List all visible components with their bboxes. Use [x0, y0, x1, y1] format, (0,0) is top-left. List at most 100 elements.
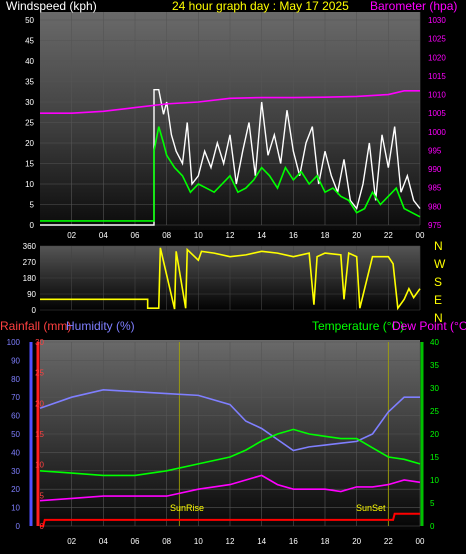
wind-y-tick-label: 45 — [25, 37, 34, 46]
humidity-y-tick-label: 20 — [11, 485, 20, 494]
temperature-title: Temperature (°C) — [312, 319, 404, 333]
rainfall-y-tick-label: 20 — [35, 399, 44, 408]
temp-x-tick-label: 04 — [99, 537, 108, 546]
temp-x-tick-label: 16 — [289, 537, 298, 546]
rainfall-title: Rainfall (mm) — [0, 319, 71, 333]
direction-y-tick-label: 0 — [32, 306, 37, 315]
wind-x-tick-label: 22 — [384, 231, 393, 240]
barometer-y-tick-label: 1025 — [428, 35, 446, 44]
compass-n-bottom: N — [434, 311, 443, 325]
wind-x-tick-label: 12 — [226, 231, 235, 240]
barometer-y-tick-label: 990 — [428, 165, 442, 174]
wind-x-tick-label: 06 — [131, 231, 140, 240]
graph-date-title: 24 hour graph day : May 17 2025 — [172, 0, 349, 13]
windspeed-title: Windspeed (kph) — [6, 0, 97, 13]
rainfall-y-tick-label: 30 — [35, 338, 44, 347]
barometer-y-tick-label: 1020 — [428, 53, 446, 62]
compass-w: W — [434, 257, 446, 271]
rainfall-y-tick-label: 15 — [35, 430, 44, 439]
barometer-y-tick-label: 1015 — [428, 72, 446, 81]
direction-y-tick-label: 180 — [23, 274, 37, 283]
barometer-y-tick-label: 1030 — [428, 16, 446, 25]
temp-x-tick-label: 10 — [194, 537, 203, 546]
wind-x-tick-label: 00 — [416, 231, 425, 240]
compass-e: E — [434, 293, 442, 307]
temperature-y-tick-label: 35 — [430, 361, 439, 370]
humidity-y-tick-label: 30 — [11, 467, 20, 476]
rainfall-y-tick-label: 25 — [35, 369, 44, 378]
dewpoint-title: Dew Point (°C) — [392, 319, 466, 333]
direction-y-tick-label: 270 — [23, 258, 37, 267]
wind-x-tick-label: 10 — [194, 231, 203, 240]
temp-series-3 — [40, 512, 420, 527]
temp-series-2 — [39, 474, 421, 502]
temperature-y-tick-label: 40 — [430, 338, 439, 347]
barometer-title: Barometer (hpa) — [370, 0, 457, 13]
temp-x-tick-label: 14 — [257, 537, 266, 546]
temp-x-tick-label: 20 — [352, 537, 361, 546]
wind-x-tick-label: 04 — [99, 231, 108, 240]
temp-x-tick-label: 08 — [162, 537, 171, 546]
wind-y-tick-label: 25 — [25, 119, 34, 128]
wind-y-tick-label: 0 — [30, 221, 35, 230]
humidity-title: Humidity (%) — [66, 319, 135, 333]
barometer-y-tick-label: 995 — [428, 146, 442, 155]
rainfall-y-tick-label: 0 — [40, 522, 45, 531]
wind-y-tick-label: 40 — [25, 57, 34, 66]
temperature-y-tick-label: 20 — [430, 430, 439, 439]
wind-x-tick-label: 02 — [67, 231, 76, 240]
humidity-y-tick-label: 90 — [11, 356, 20, 365]
temp-x-tick-label: 00 — [416, 537, 425, 546]
humidity-y-tick-label: 40 — [11, 448, 20, 457]
humidity-y-tick-label: 50 — [11, 430, 20, 439]
barometer-y-tick-label: 985 — [428, 184, 442, 193]
wind-y-tick-label: 20 — [25, 139, 34, 148]
compass-s: S — [434, 275, 442, 289]
sunrise-label: SunRise — [170, 503, 204, 513]
temp-x-tick-label: 18 — [321, 537, 330, 546]
wind-y-tick-label: 10 — [25, 180, 34, 189]
wind-y-tick-label: 35 — [25, 78, 34, 87]
temperature-y-tick-label: 30 — [430, 384, 439, 393]
humidity-y-tick-label: 0 — [16, 522, 21, 531]
wind-series-2 — [40, 90, 420, 114]
temperature-y-tick-label: 10 — [430, 476, 439, 485]
wind-y-tick-label: 15 — [25, 160, 34, 169]
sunset-label: SunSet — [356, 503, 386, 513]
humidity-y-tick-label: 60 — [11, 412, 20, 421]
barometer-y-tick-label: 1010 — [428, 91, 446, 100]
temperature-y-tick-label: 5 — [430, 499, 435, 508]
wind-y-tick-label: 5 — [30, 201, 35, 210]
humidity-y-tick-label: 100 — [7, 338, 21, 347]
direction-series — [40, 247, 421, 311]
temperature-y-tick-label: 0 — [430, 522, 435, 531]
compass-n-top: N — [434, 239, 443, 253]
wind-y-tick-label: 50 — [25, 16, 34, 25]
barometer-y-tick-label: 975 — [428, 221, 442, 230]
barometer-y-tick-label: 1005 — [428, 109, 446, 118]
direction-y-tick-label: 90 — [27, 290, 36, 299]
rainfall-y-tick-label: 5 — [40, 491, 45, 500]
humidity-y-tick-label: 10 — [11, 504, 20, 513]
barometer-y-tick-label: 980 — [428, 202, 442, 211]
direction-y-tick-label: 360 — [23, 242, 37, 251]
rainfall-y-tick-label: 10 — [35, 461, 44, 470]
barometer-y-tick-label: 1000 — [428, 128, 446, 137]
wind-series-0 — [40, 88, 421, 226]
temp-x-tick-label: 12 — [226, 537, 235, 546]
humidity-y-tick-label: 70 — [11, 393, 20, 402]
wind-x-tick-label: 20 — [352, 231, 361, 240]
wind-x-tick-label: 18 — [321, 231, 330, 240]
temp-series-1 — [39, 428, 421, 477]
temperature-y-tick-label: 25 — [430, 407, 439, 416]
humidity-y-tick-label: 80 — [11, 375, 20, 384]
temp-series-0 — [39, 389, 420, 452]
temp-x-tick-label: 02 — [67, 537, 76, 546]
wind-x-tick-label: 08 — [162, 231, 171, 240]
temperature-y-tick-label: 15 — [430, 453, 439, 462]
wind-y-tick-label: 30 — [25, 98, 34, 107]
temp-x-tick-label: 06 — [131, 537, 140, 546]
wind-x-tick-label: 16 — [289, 231, 298, 240]
